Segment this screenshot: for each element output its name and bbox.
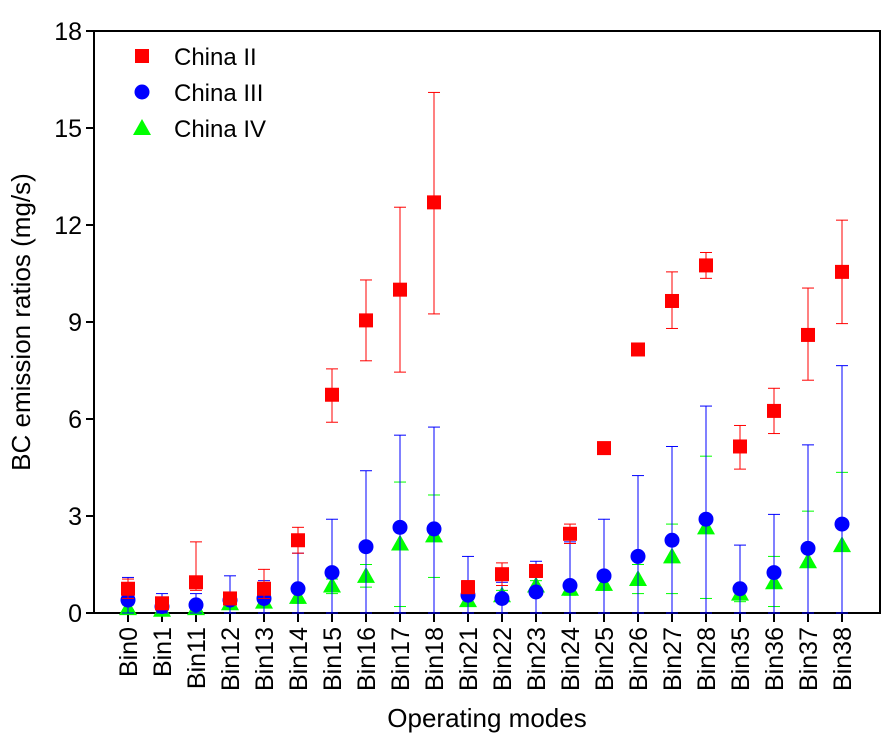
- y-tick-label: 3: [68, 503, 82, 531]
- x-tick-label: Bin26: [625, 627, 653, 691]
- data-point: [698, 511, 714, 527]
- x-tick-label: Bin24: [557, 627, 585, 691]
- data-point: [597, 441, 611, 456]
- data-point: [766, 565, 782, 581]
- data-point: [665, 293, 679, 308]
- y-axis-title: BC emission ratios (mg/s): [6, 173, 36, 471]
- data-point: [529, 563, 543, 578]
- legend-marker: [134, 84, 150, 100]
- y-tick-label: 18: [54, 18, 82, 46]
- x-tick-label: Bin0: [115, 627, 143, 677]
- x-tick-label: Bin15: [319, 627, 347, 691]
- y-tick-label: 15: [54, 115, 82, 143]
- data-point: [426, 521, 442, 537]
- legend-label: China IV: [174, 116, 266, 143]
- data-point: [528, 584, 544, 600]
- data-point: [631, 342, 645, 357]
- x-tick-label: Bin38: [829, 627, 857, 691]
- data-point: [835, 264, 849, 279]
- data-point: [630, 548, 646, 564]
- legend-label: China III: [174, 80, 263, 107]
- data-point: [155, 596, 169, 611]
- x-tick-label: Bin13: [251, 627, 279, 691]
- data-point: [325, 387, 339, 402]
- x-tick-label: Bin36: [761, 627, 789, 691]
- x-tick-label: Bin12: [217, 627, 245, 691]
- series-china-ii: [121, 91, 849, 611]
- data-point: [359, 313, 373, 328]
- data-point: [800, 540, 816, 556]
- data-point: [801, 327, 815, 342]
- data-point: [121, 581, 135, 596]
- x-tick-label: Bin37: [795, 627, 823, 691]
- x-tick-label: Bin1: [149, 627, 177, 677]
- data-point: [358, 539, 374, 555]
- data-point: [494, 590, 510, 606]
- x-axis: Bin0 Bin1 Bin11 Bin12 Bin13 Bin14 Bin15 Bin16 Bi…: [115, 613, 857, 691]
- data-point: [767, 403, 781, 418]
- x-tick-label: Bin11: [183, 627, 211, 689]
- x-axis-title: Operating modes: [387, 703, 586, 733]
- x-tick-label: Bin14: [285, 627, 313, 691]
- data-point: [393, 282, 407, 297]
- x-tick-label: Bin22: [489, 627, 517, 691]
- legend: China II China III China IV: [133, 44, 266, 143]
- x-tick-label: Bin35: [727, 627, 755, 691]
- data-point: [699, 258, 713, 273]
- data-point: [664, 532, 680, 548]
- x-tick-label: Bin27: [659, 627, 687, 691]
- legend-label: China II: [174, 44, 257, 71]
- y-axis: 0 3 6 9 12 15 18: [54, 18, 94, 628]
- legend-marker: [133, 119, 151, 135]
- data-point: [562, 578, 578, 594]
- data-point: [563, 526, 577, 541]
- y-tick-label: 12: [54, 212, 82, 240]
- data-point: [120, 592, 136, 608]
- legend-marker: [135, 49, 149, 63]
- data-point: [495, 567, 509, 582]
- x-tick-label: Bin17: [387, 627, 415, 691]
- y-tick-label: 9: [68, 309, 82, 337]
- data-point: [461, 580, 475, 595]
- y-tick-label: 6: [68, 406, 82, 434]
- data-point: [733, 439, 747, 454]
- x-tick-label: Bin21: [455, 627, 483, 691]
- series-layer: [119, 91, 851, 617]
- x-tick-label: Bin25: [591, 627, 619, 691]
- x-tick-label: Bin18: [421, 627, 449, 691]
- y-tick-label: 0: [68, 600, 82, 628]
- data-point: [257, 581, 271, 596]
- data-point: [427, 195, 441, 210]
- x-tick-label: Bin16: [353, 627, 381, 691]
- data-point: [291, 533, 305, 548]
- data-point: [834, 516, 850, 532]
- data-point: [290, 581, 306, 597]
- x-tick-label: Bin28: [693, 627, 721, 691]
- series-china-iii: [120, 365, 850, 615]
- data-point: [596, 568, 612, 584]
- data-point: [223, 591, 237, 606]
- x-tick-label: Bin23: [523, 627, 551, 691]
- data-point: [188, 597, 204, 613]
- data-point: [732, 581, 748, 597]
- data-point: [189, 575, 203, 590]
- data-point: [324, 565, 340, 581]
- data-point: [392, 519, 408, 535]
